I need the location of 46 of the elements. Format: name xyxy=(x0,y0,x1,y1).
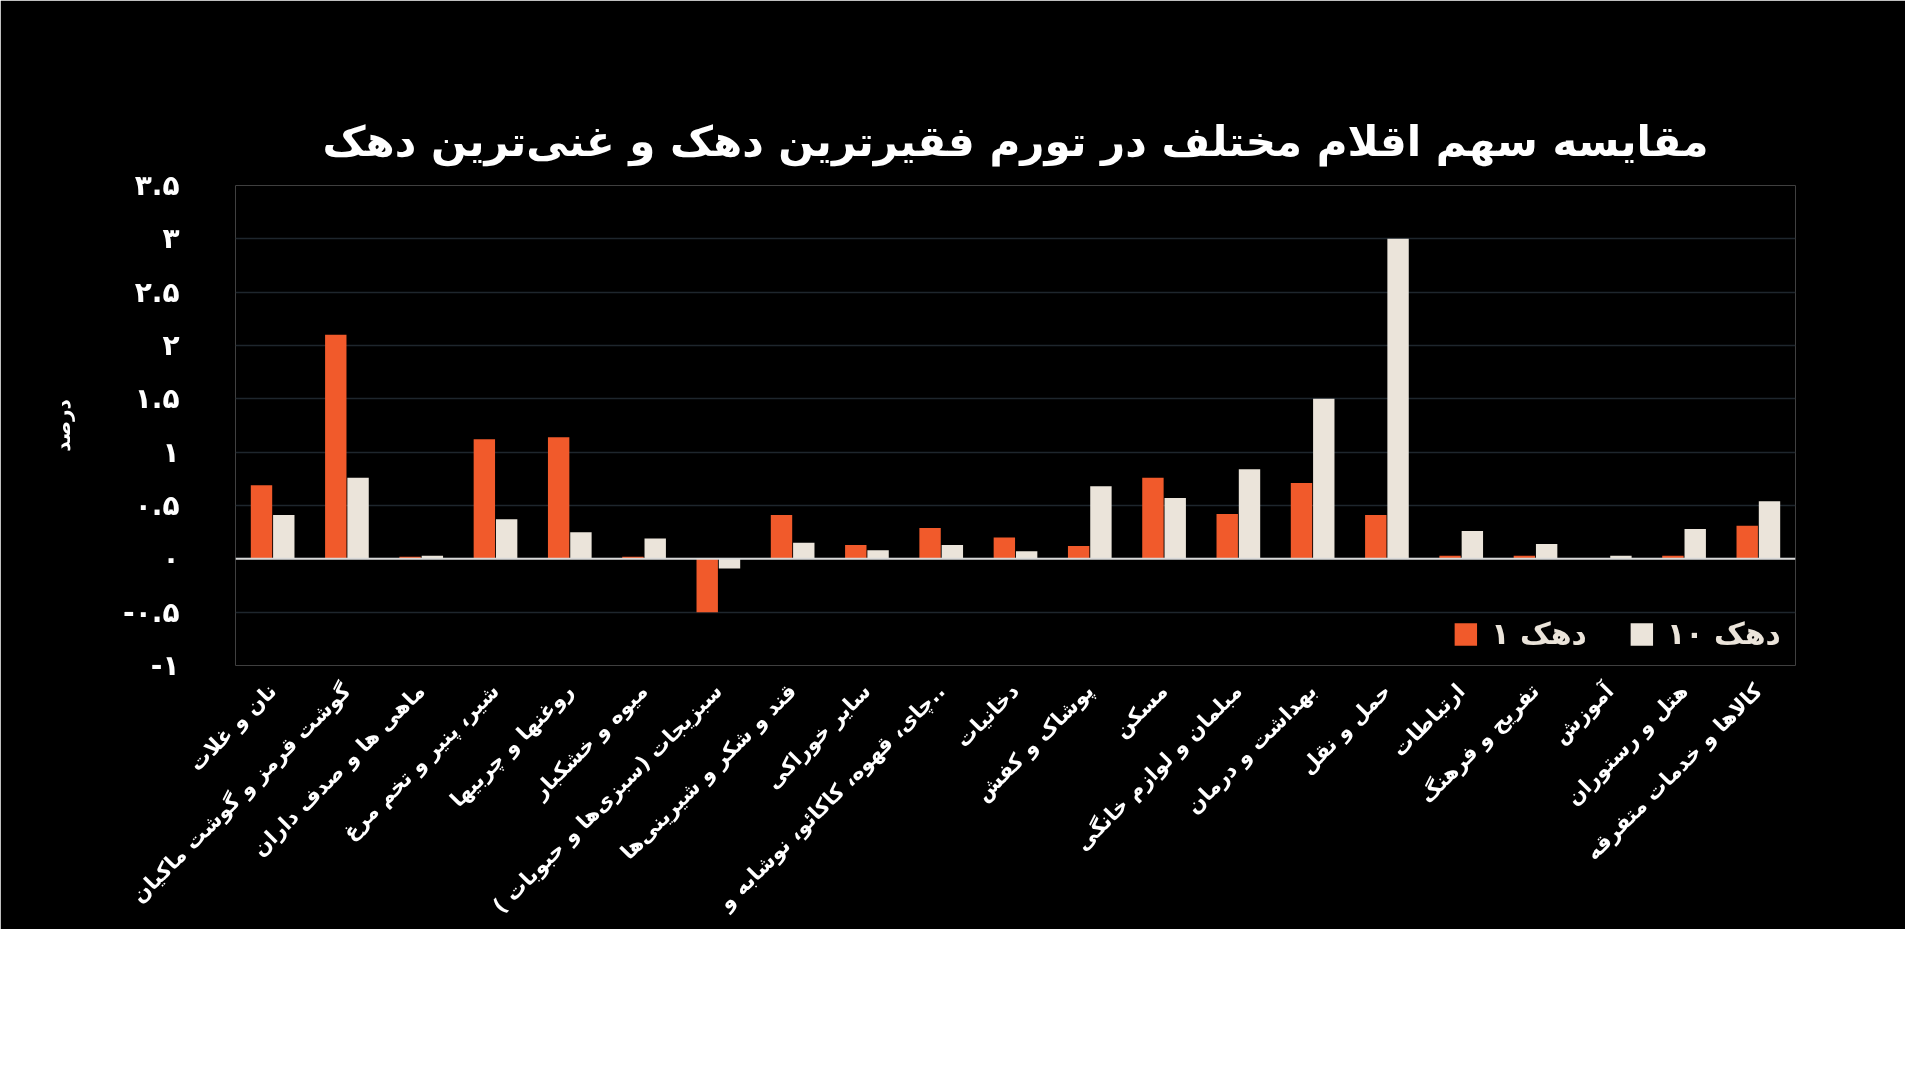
bar xyxy=(473,439,496,559)
legend-label: دهک ۱ xyxy=(1491,616,1588,651)
bar xyxy=(325,334,347,559)
y-tick-label: ۰.۵ xyxy=(134,489,180,522)
bar xyxy=(919,527,941,559)
bar xyxy=(1684,528,1706,559)
bar xyxy=(1164,498,1186,559)
y-tick-label: -۱ xyxy=(150,649,180,682)
bar xyxy=(1290,483,1313,559)
bar xyxy=(495,519,518,559)
bar xyxy=(1142,477,1164,559)
bar xyxy=(696,558,718,613)
bar xyxy=(1736,525,1758,559)
bar xyxy=(1461,531,1484,559)
bar xyxy=(770,515,793,559)
bar xyxy=(273,515,295,559)
bar xyxy=(793,542,815,559)
bar xyxy=(1216,514,1238,559)
bar xyxy=(1387,238,1409,559)
y-tick-label: -۰.۵ xyxy=(123,595,180,629)
y-axis-title: درصد xyxy=(51,399,76,452)
bar xyxy=(1067,546,1090,559)
bar xyxy=(250,485,273,559)
x-tick-label: مسکن xyxy=(1109,679,1173,743)
bar xyxy=(1238,469,1261,559)
y-tick-label: ۰ xyxy=(162,542,180,576)
bar xyxy=(1090,486,1112,559)
bar xyxy=(1313,398,1335,559)
bar xyxy=(1535,543,1558,559)
bar xyxy=(1365,515,1387,559)
chart-title: مقایسه سهم اقلام مختلف در تورم فقیرترین دهک و غنی‌ترین دهک xyxy=(322,116,1709,167)
y-tick-label: ۲ xyxy=(162,329,180,362)
bar xyxy=(941,544,964,559)
bar xyxy=(570,532,592,559)
y-tick-label: ۳.۵ xyxy=(134,169,180,202)
y-tick-label: ۱ xyxy=(162,435,180,469)
y-tick-label: ۱.۵ xyxy=(134,382,180,416)
bar xyxy=(347,477,369,559)
bar xyxy=(547,437,570,559)
legend-label: دهک ۱۰ xyxy=(1667,616,1781,651)
bar xyxy=(845,544,867,559)
bar xyxy=(993,537,1016,559)
y-tick-label: ۳ xyxy=(162,222,180,256)
bar xyxy=(644,538,666,559)
y-tick-label: ۲.۵ xyxy=(134,275,180,309)
bar xyxy=(1758,501,1781,559)
